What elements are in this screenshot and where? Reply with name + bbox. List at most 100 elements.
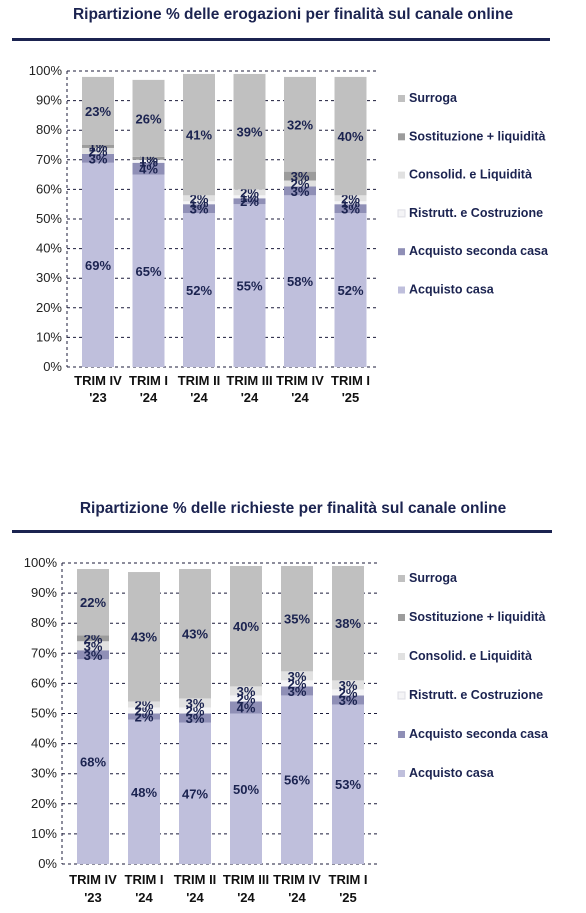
bar-segment: [233, 195, 266, 199]
data-label: 41%: [186, 128, 212, 143]
data-label: 3%: [237, 684, 256, 699]
data-label: 69%: [85, 258, 111, 273]
bar-segment: [183, 201, 215, 205]
data-label: 53%: [335, 777, 361, 792]
bar-segment: [284, 186, 316, 196]
x-tick-label: TRIM II: [174, 872, 217, 887]
bar-segment: [281, 695, 313, 864]
y-tick-label: 70%: [31, 645, 57, 660]
legend-label: Acquisto casa: [409, 283, 495, 297]
data-label: 26%: [135, 111, 161, 126]
data-label: 50%: [233, 782, 259, 797]
bar-segment: [132, 174, 165, 367]
bar-segment: [332, 695, 364, 705]
bar-segment: [77, 569, 109, 636]
data-label: 3%: [84, 648, 103, 663]
bar-segment: [82, 162, 114, 367]
legend-label: Acquisto seconda casa: [409, 727, 549, 741]
bar-segment: [281, 671, 313, 681]
bar-segment: [128, 719, 160, 864]
data-label: 3%: [341, 202, 360, 217]
bar-segment: [132, 162, 165, 175]
data-label: 52%: [337, 283, 363, 298]
y-tick-label: 10%: [31, 826, 57, 841]
data-label: 47%: [182, 786, 208, 801]
data-label: 65%: [135, 264, 161, 279]
y-tick-label: 80%: [31, 615, 57, 630]
data-label: 3%: [291, 184, 310, 199]
legend-label: Ristrutt. e Costruzione: [409, 688, 543, 702]
data-label: 43%: [131, 630, 157, 645]
bar-segment: [334, 213, 367, 367]
x-tick-label: TRIM IV: [273, 872, 321, 887]
data-label: 22%: [80, 595, 106, 610]
bar-segment: [77, 641, 109, 651]
bar-segment: [179, 707, 211, 714]
bar-segment: [179, 569, 211, 699]
bar-segment: [132, 156, 165, 160]
y-tick-label: 90%: [36, 93, 62, 108]
data-label: 3%: [288, 669, 307, 684]
legend-swatch: [397, 691, 406, 700]
legend-swatch: [398, 653, 405, 660]
y-tick-label: 20%: [31, 796, 57, 811]
data-label: 23%: [85, 104, 111, 119]
legend-swatch: [398, 731, 405, 738]
bar-segment: [82, 76, 114, 145]
chart-panel-erogazioni: Ripartizione % delle erogazioni per fina…: [0, 0, 586, 450]
bar-segment: [281, 566, 313, 672]
data-label: 4%: [237, 700, 256, 715]
bar-segment: [183, 195, 215, 202]
data-label: 3%: [186, 711, 205, 726]
x-tick-label: TRIM IV: [69, 872, 117, 887]
title-rule: [12, 38, 550, 41]
x-tick-label: '24: [135, 890, 153, 905]
legend-label: Acquisto seconda casa: [409, 244, 549, 258]
x-tick-label: '25: [339, 890, 357, 905]
bar-segment: [183, 213, 215, 367]
bar-segment: [332, 689, 364, 696]
bar-segment: [281, 680, 313, 687]
y-tick-label: 80%: [36, 122, 62, 137]
data-label: 68%: [80, 755, 106, 770]
data-label: 3%: [339, 678, 358, 693]
x-tick-label: TRIM I: [329, 872, 368, 887]
bar-segment: [230, 701, 262, 714]
bar-segment: [332, 566, 364, 681]
data-label: 43%: [182, 627, 208, 642]
bar-segment: [233, 73, 266, 190]
y-tick-label: 60%: [31, 675, 57, 690]
legend-label: Ristrutt. e Costruzione: [409, 206, 543, 220]
bar-segment: [230, 695, 262, 702]
bar-segment: [230, 566, 262, 687]
legend-swatch: [398, 171, 405, 179]
y-tick-label: 30%: [31, 766, 57, 781]
x-tick-label: '24: [241, 390, 259, 405]
stacked-bar-chart-erogazioni: 0%10%20%30%40%50%60%70%80%90%100%69%3%2%…: [29, 63, 549, 405]
bar-segment: [82, 153, 114, 163]
x-tick-label: '24: [291, 390, 309, 405]
bar-segment: [183, 204, 215, 214]
bar-segment: [82, 147, 114, 154]
y-tick-label: 70%: [36, 152, 62, 167]
bar-segment: [334, 76, 367, 196]
stacked-bar-chart-richieste: 0%10%20%30%40%50%60%70%80%90%100%68%3%3%…: [24, 555, 549, 905]
bar-segment: [334, 201, 367, 205]
bar-segment: [284, 171, 316, 181]
legend-swatch: [398, 770, 405, 777]
legend-swatch: [397, 209, 406, 218]
x-tick-label: TRIM I: [331, 373, 370, 388]
bar-segment: [183, 73, 215, 196]
y-tick-label: 30%: [36, 270, 62, 285]
bar-segment: [128, 707, 160, 714]
y-tick-label: 50%: [36, 211, 62, 226]
y-tick-label: 50%: [31, 706, 57, 721]
legend-label: Acquisto casa: [409, 766, 495, 780]
bar-segment: [132, 79, 165, 157]
y-tick-label: 40%: [36, 241, 62, 256]
bar-segment: [334, 195, 367, 202]
bar-segment: [179, 722, 211, 864]
legend-swatch: [398, 95, 405, 102]
data-label: 38%: [335, 616, 361, 631]
bar-segment: [128, 572, 160, 702]
